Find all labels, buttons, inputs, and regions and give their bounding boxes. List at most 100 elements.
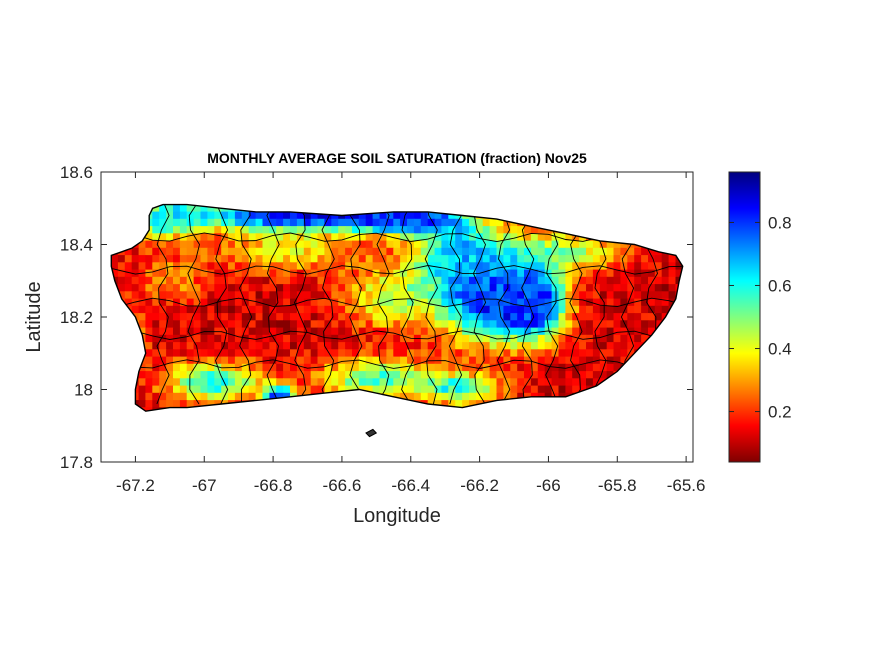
heatmap-cell [283, 334, 291, 343]
heatmap-cell [207, 392, 215, 401]
heatmap-cell [592, 269, 601, 278]
heatmap-cell [317, 211, 325, 220]
heatmap-cell [179, 284, 188, 292]
heatmap-cell [606, 334, 615, 343]
heatmap-cell [420, 247, 429, 256]
heatmap-cell [138, 327, 147, 336]
heatmap-cell [482, 247, 491, 256]
heatmap-cell [124, 247, 133, 256]
heatmap-cell [489, 298, 498, 307]
heatmap-cell [400, 320, 408, 329]
heatmap-cell [186, 262, 195, 271]
heatmap-cell [152, 269, 160, 278]
heatmap-cell [152, 226, 160, 234]
heatmap-cell [427, 313, 436, 321]
heatmap-cell [324, 385, 332, 394]
heatmap-cell [503, 371, 511, 379]
heatmap-cell [159, 305, 167, 314]
heatmap-cell [234, 269, 243, 278]
heatmap-cell [276, 305, 284, 314]
heatmap-cell [200, 291, 208, 300]
heatmap-cell [517, 247, 525, 256]
heatmap-cell [303, 262, 312, 271]
heatmap-cell [117, 269, 126, 278]
heatmap-cell [179, 334, 188, 343]
heatmap-cell [379, 233, 387, 242]
heatmap-cell [193, 211, 202, 220]
heatmap-cell [345, 385, 353, 394]
heatmap-cell [413, 356, 422, 365]
heatmap-cell [565, 291, 573, 300]
heatmap-cell [152, 327, 160, 336]
heatmap-cell [579, 342, 587, 350]
y-tick-label: 18 [74, 381, 93, 400]
heatmap-cell [262, 291, 270, 300]
heatmap-cell [241, 233, 250, 242]
heatmap-cell [482, 371, 491, 379]
heatmap-cell [269, 371, 277, 379]
heatmap-cell [200, 385, 208, 394]
heatmap-cell [290, 255, 298, 263]
heatmap-cell [496, 327, 504, 336]
heatmap-cell [234, 218, 243, 227]
heatmap-cell [228, 349, 236, 358]
heatmap-cell [159, 313, 167, 321]
heatmap-cell [469, 320, 477, 329]
heatmap-cell [214, 211, 222, 220]
heatmap-cell [310, 255, 319, 263]
heatmap-cell [489, 385, 498, 394]
heatmap-cell [124, 284, 133, 292]
heatmap-cell [207, 378, 215, 387]
heatmap-cell [413, 269, 422, 278]
heatmap-cell [372, 218, 381, 227]
heatmap-cell [310, 349, 319, 358]
heatmap-cell [386, 334, 394, 343]
heatmap-cell [386, 356, 394, 365]
heatmap-cell [331, 255, 339, 263]
heatmap-cell [372, 291, 381, 300]
heatmap-cell [214, 233, 222, 242]
heatmap-cell [565, 298, 573, 307]
heatmap-cell [482, 276, 491, 285]
heatmap-cell [193, 320, 202, 329]
heatmap-cell [393, 334, 401, 343]
heatmap-cell [221, 356, 229, 365]
heatmap-cell [338, 226, 346, 234]
heatmap-cell [572, 269, 580, 278]
municipality-boundary [472, 204, 487, 405]
heatmap-cell [530, 320, 539, 329]
heatmap-cell [592, 255, 601, 263]
heatmap-cell [613, 247, 621, 256]
heatmap-cell [654, 276, 663, 285]
heatmap-cell [372, 262, 381, 271]
heatmap-cell [372, 284, 381, 292]
heatmap-cell [262, 320, 270, 329]
heatmap-cell [365, 269, 374, 278]
heatmap-cell [441, 385, 449, 394]
heatmap-cell [386, 247, 394, 256]
heatmap-cell [324, 284, 332, 292]
heatmap-cell [200, 298, 208, 307]
heatmap-cell [455, 247, 463, 256]
heatmap-cell [372, 320, 381, 329]
y-tick-label: 18.6 [60, 163, 93, 182]
heatmap-cell [606, 255, 615, 263]
heatmap-cell [407, 247, 415, 256]
heatmap-cell [572, 247, 580, 256]
heatmap-cell [427, 298, 436, 307]
heatmap-cell [152, 313, 160, 321]
heatmap-cell [365, 255, 374, 263]
heatmap-cell [200, 392, 208, 401]
heatmap-cell [489, 356, 498, 365]
heatmap-cell [386, 218, 394, 227]
heatmap-cell [234, 392, 243, 401]
heatmap-cell [296, 247, 305, 256]
heatmap-cell [372, 276, 381, 285]
heatmap-cell [159, 378, 167, 387]
heatmap-cell [379, 320, 387, 329]
heatmap-cell [586, 255, 594, 263]
heatmap-cell [634, 320, 642, 329]
heatmap-cell [407, 291, 415, 300]
heatmap-cell [441, 291, 449, 300]
heatmap-cell [338, 269, 346, 278]
